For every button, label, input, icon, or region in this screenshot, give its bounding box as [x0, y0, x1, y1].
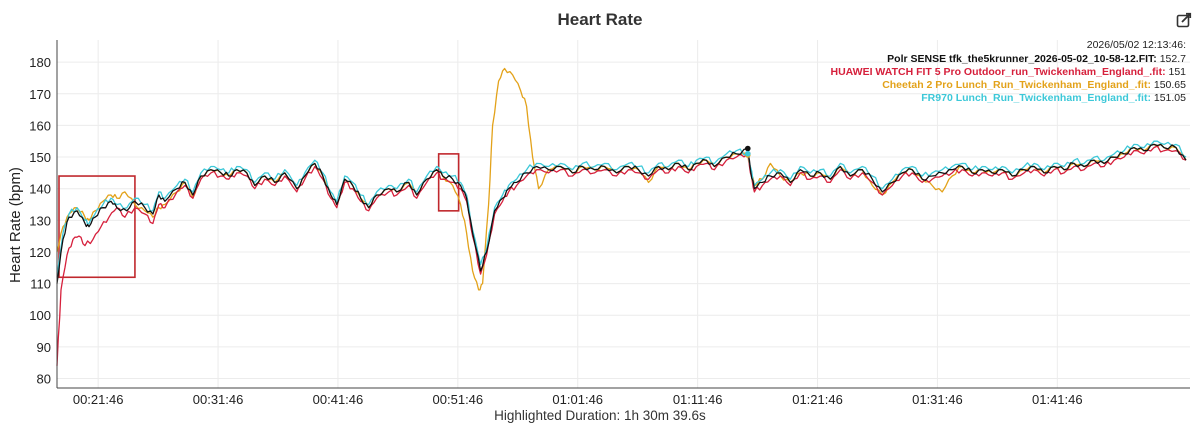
legend-series-value: 150.65	[1151, 79, 1186, 91]
y-tick-label: 110	[30, 277, 51, 292]
x-tick-label: 01:11:46	[673, 392, 723, 407]
series-line	[56, 143, 1187, 284]
legend-series-value: 151.05	[1151, 92, 1186, 104]
y-tick-label: 170	[29, 87, 51, 102]
grid-lines	[57, 40, 1190, 388]
tick-labels: 80 90 100 110 120 130 140 150 160 170 180 00:21:46 0…	[29, 55, 1082, 407]
x-tick-label: 01:31:46	[912, 392, 963, 407]
series-line	[56, 140, 1187, 278]
legend-entry: Cheetah 2 Pro Lunch_Run_Twickenham_Engla…	[882, 79, 1186, 91]
cursor-markers	[744, 145, 751, 158]
legend-series-name: FR970 Lunch_Run_Twickenham_England_.fit:	[921, 92, 1151, 104]
highlighted-duration: Highlighted Duration: 1h 30m 39.6s	[494, 408, 706, 423]
y-tick-label: 160	[29, 118, 51, 133]
y-tick-label: 120	[29, 245, 51, 260]
legend-entry: HUAWEI WATCH FIT 5 Pro Outdoor_run_Twick…	[831, 66, 1187, 78]
x-tick-label: 01:01:46	[552, 392, 603, 407]
legend-series-value: 151	[1166, 66, 1187, 78]
cursor-marker	[744, 145, 751, 152]
y-tick-label: 90	[37, 340, 51, 355]
legend-series-name: HUAWEI WATCH FIT 5 Pro Outdoor_run_Twick…	[831, 66, 1166, 78]
y-tick-label: 140	[29, 182, 51, 197]
y-tick-label: 130	[29, 213, 51, 228]
x-tick-label: 01:21:46	[792, 392, 843, 407]
axes	[56, 40, 1190, 389]
legend-timestamp: 2026/05/02 12:13:46:	[1087, 39, 1186, 51]
chart-title: Heart Rate	[557, 10, 643, 29]
y-tick-label: 150	[29, 150, 51, 165]
cursor-marker	[744, 150, 751, 157]
x-tick-label: 00:51:46	[433, 392, 484, 407]
legend-entry: Polr SENSE tfk_the5krunner_2026-05-02_10…	[887, 53, 1186, 65]
x-tick-label: 01:41:46	[1032, 392, 1083, 407]
x-tick-label: 00:31:46	[193, 392, 244, 407]
y-axis-label: Heart Rate (bpm)	[7, 167, 24, 283]
highlight-boxes	[58, 153, 460, 279]
series-lines	[56, 67, 1187, 366]
highlight-box	[58, 175, 136, 279]
legend-series-name: Cheetah 2 Pro Lunch_Run_Twickenham_Engla…	[882, 79, 1151, 91]
legend: 2026/05/02 12:13:46: Polr SENSE tfk_the5k…	[831, 39, 1187, 104]
external-edit-icon[interactable]	[1176, 12, 1192, 28]
x-tick-label: 00:21:46	[73, 392, 124, 407]
y-tick-label: 100	[29, 308, 51, 323]
legend-entry: FR970 Lunch_Run_Twickenham_England_.fit:…	[921, 92, 1186, 104]
x-tick-label: 00:41:46	[313, 392, 364, 407]
series-line	[56, 145, 1187, 366]
y-tick-label: 80	[37, 372, 51, 387]
legend-series-name: Polr SENSE tfk_the5krunner_2026-05-02_10…	[887, 53, 1157, 65]
y-tick-label: 180	[29, 55, 51, 70]
legend-series-value: 152.7	[1157, 53, 1186, 65]
